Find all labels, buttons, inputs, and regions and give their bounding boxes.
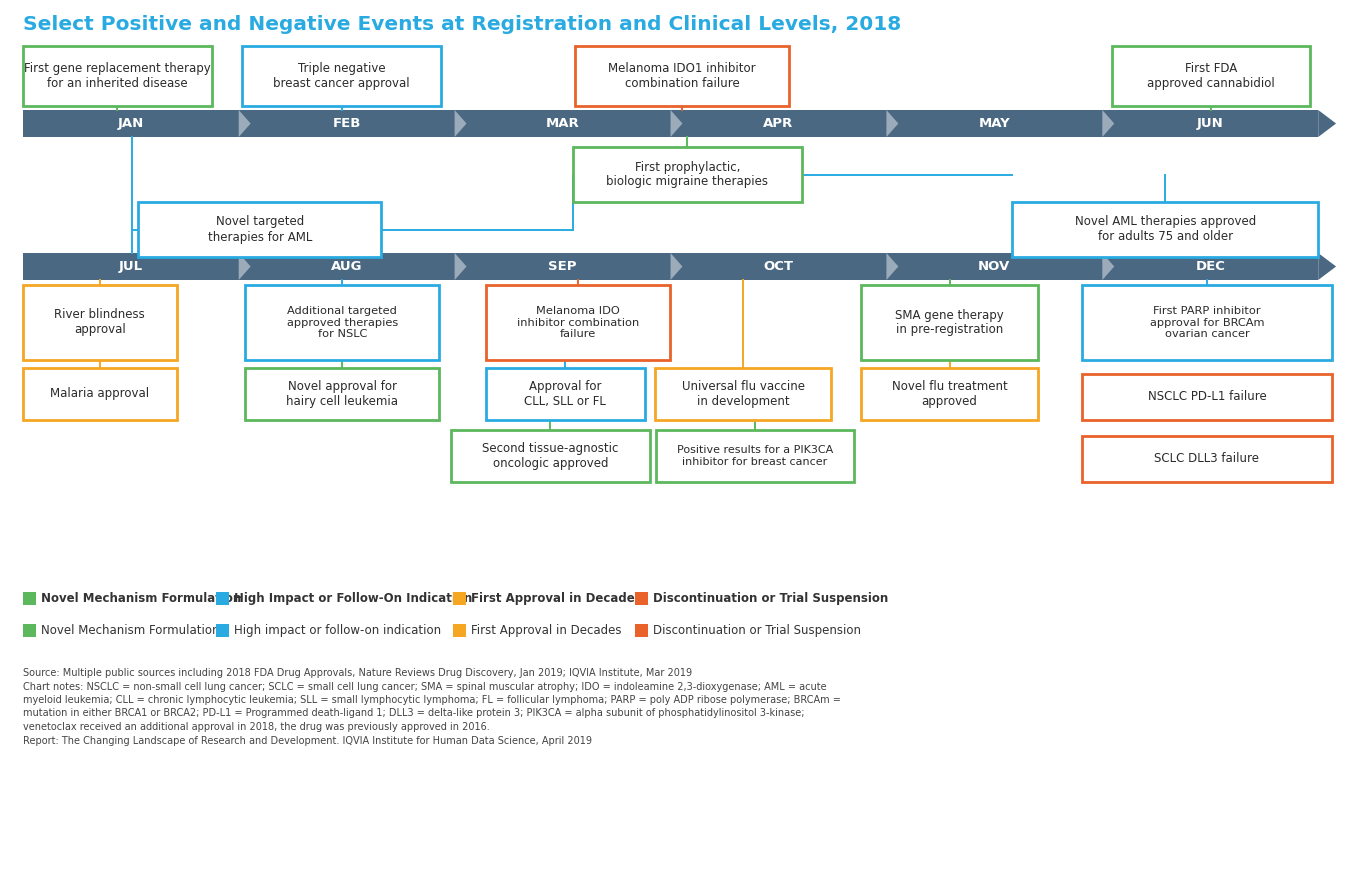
Text: Select Positive and Negative Events at Registration and Clinical Levels, 2018: Select Positive and Negative Events at R… — [23, 15, 900, 34]
Bar — [635, 592, 648, 605]
Text: SEP: SEP — [549, 260, 577, 273]
FancyBboxPatch shape — [1082, 374, 1332, 420]
Text: Source: Multiple public sources including 2018 FDA Drug Approvals, Nature Review: Source: Multiple public sources includin… — [23, 668, 692, 678]
Polygon shape — [1102, 110, 1114, 137]
FancyBboxPatch shape — [1082, 436, 1332, 482]
Polygon shape — [887, 110, 898, 137]
Text: First prophylactic,
biologic migraine therapies: First prophylactic, biologic migraine th… — [607, 161, 768, 189]
Text: First Approval in Decades: First Approval in Decades — [470, 624, 622, 637]
FancyBboxPatch shape — [23, 368, 177, 420]
Bar — [23, 624, 35, 637]
Text: Additional targeted
approved therapies
for NSLC: Additional targeted approved therapies f… — [287, 306, 397, 339]
Polygon shape — [671, 253, 683, 280]
Polygon shape — [239, 110, 250, 137]
FancyBboxPatch shape — [245, 368, 439, 420]
Bar — [23, 592, 35, 605]
Text: Novel Mechanism Formulation: Novel Mechanism Formulation — [41, 592, 241, 605]
FancyBboxPatch shape — [1013, 202, 1318, 257]
Text: MAR: MAR — [546, 117, 580, 130]
Text: Discontinuation or Trial Suspension: Discontinuation or Trial Suspension — [653, 624, 861, 637]
FancyBboxPatch shape — [245, 285, 439, 360]
Text: SCLC DLL3 failure: SCLC DLL3 failure — [1155, 452, 1260, 465]
Text: mutation in either BRCA1 or BRCA2; PD-L1 = Programmed death-ligand 1; DLL3 = del: mutation in either BRCA1 or BRCA2; PD-L1… — [23, 709, 804, 718]
Text: High Impact or Follow-On Indication: High Impact or Follow-On Indication — [234, 592, 472, 605]
Text: OCT: OCT — [764, 260, 794, 273]
Text: Discontinuation or Trial Suspension: Discontinuation or Trial Suspension — [653, 592, 888, 605]
Polygon shape — [1102, 253, 1114, 280]
Text: Chart notes: NSCLC = non-small cell lung cancer; SCLC = small cell lung cancer; : Chart notes: NSCLC = non-small cell lung… — [23, 682, 826, 691]
Text: Novel approval for
hairy cell leukemia: Novel approval for hairy cell leukemia — [287, 380, 399, 408]
Text: JUN: JUN — [1197, 117, 1224, 130]
Text: First FDA
approved cannabidiol: First FDA approved cannabidiol — [1146, 62, 1275, 90]
Text: Approval for
CLL, SLL or FL: Approval for CLL, SLL or FL — [525, 380, 606, 408]
FancyBboxPatch shape — [452, 430, 650, 482]
FancyBboxPatch shape — [242, 46, 441, 106]
Text: FEB: FEB — [333, 117, 361, 130]
Text: APR: APR — [764, 117, 794, 130]
Bar — [216, 592, 228, 605]
Bar — [453, 592, 466, 605]
Text: DEC: DEC — [1195, 260, 1225, 273]
Text: Novel flu treatment
approved: Novel flu treatment approved — [892, 380, 1007, 408]
Text: Novel AML therapies approved
for adults 75 and older: Novel AML therapies approved for adults … — [1075, 216, 1256, 244]
FancyBboxPatch shape — [654, 368, 831, 420]
Text: NSCLC PD-L1 failure: NSCLC PD-L1 failure — [1148, 390, 1267, 403]
Bar — [635, 624, 648, 637]
Text: First Approval in Decades: First Approval in Decades — [470, 592, 642, 605]
Text: Malaria approval: Malaria approval — [50, 388, 149, 401]
FancyBboxPatch shape — [1111, 46, 1310, 106]
Text: First gene replacement therapy
for an inherited disease: First gene replacement therapy for an in… — [24, 62, 211, 90]
Polygon shape — [1318, 110, 1336, 137]
Text: Novel targeted
therapies for AML: Novel targeted therapies for AML — [208, 216, 312, 244]
Text: JAN: JAN — [118, 117, 143, 130]
Text: Universal flu vaccine
in development: Universal flu vaccine in development — [681, 380, 804, 408]
Text: NOV: NOV — [979, 260, 1010, 273]
Polygon shape — [239, 253, 250, 280]
Text: Novel Mechanism Formulation: Novel Mechanism Formulation — [41, 624, 219, 637]
Polygon shape — [1318, 253, 1336, 280]
FancyBboxPatch shape — [656, 430, 854, 482]
Text: SMA gene therapy
in pre-registration: SMA gene therapy in pre-registration — [895, 308, 1005, 336]
Text: Triple negative
breast cancer approval: Triple negative breast cancer approval — [273, 62, 410, 90]
Text: First PARP inhibitor
approval for BRCAm
ovarian cancer: First PARP inhibitor approval for BRCAm … — [1149, 306, 1264, 339]
Text: myeloid leukemia; CLL = chronic lymphocytic leukemia; SLL = small lymphocytic ly: myeloid leukemia; CLL = chronic lymphocy… — [23, 695, 841, 705]
Text: Second tissue-agnostic
oncologic approved: Second tissue-agnostic oncologic approve… — [483, 442, 618, 470]
FancyBboxPatch shape — [1082, 285, 1332, 360]
FancyBboxPatch shape — [138, 202, 381, 257]
Text: Positive results for a PIK3CA
inhibitor for breast cancer: Positive results for a PIK3CA inhibitor … — [677, 445, 833, 467]
Polygon shape — [887, 253, 898, 280]
Bar — [23, 253, 1318, 280]
Bar — [23, 110, 1318, 137]
Text: Melanoma IDO1 inhibitor
combination failure: Melanoma IDO1 inhibitor combination fail… — [608, 62, 756, 90]
Text: Report: The Changing Landscape of Research and Development. IQVIA Institute for : Report: The Changing Landscape of Resear… — [23, 735, 592, 746]
FancyBboxPatch shape — [573, 147, 802, 202]
Polygon shape — [454, 110, 466, 137]
Text: venetoclax received an additional approval in 2018, the drug was previously appr: venetoclax received an additional approv… — [23, 722, 489, 732]
Text: MAY: MAY — [979, 117, 1010, 130]
FancyBboxPatch shape — [861, 368, 1038, 420]
FancyBboxPatch shape — [575, 46, 788, 106]
Text: JUL: JUL — [119, 260, 143, 273]
FancyBboxPatch shape — [485, 368, 645, 420]
Polygon shape — [671, 110, 683, 137]
Bar — [453, 624, 466, 637]
FancyBboxPatch shape — [23, 46, 211, 106]
FancyBboxPatch shape — [23, 285, 177, 360]
Bar — [216, 624, 228, 637]
Text: Melanoma IDO
inhibitor combination
failure: Melanoma IDO inhibitor combination failu… — [516, 306, 638, 339]
FancyBboxPatch shape — [861, 285, 1038, 360]
Text: AUG: AUG — [331, 260, 362, 273]
Text: River blindness
approval: River blindness approval — [54, 308, 145, 336]
Polygon shape — [454, 253, 466, 280]
Text: High impact or follow-on indication: High impact or follow-on indication — [234, 624, 441, 637]
FancyBboxPatch shape — [485, 285, 669, 360]
